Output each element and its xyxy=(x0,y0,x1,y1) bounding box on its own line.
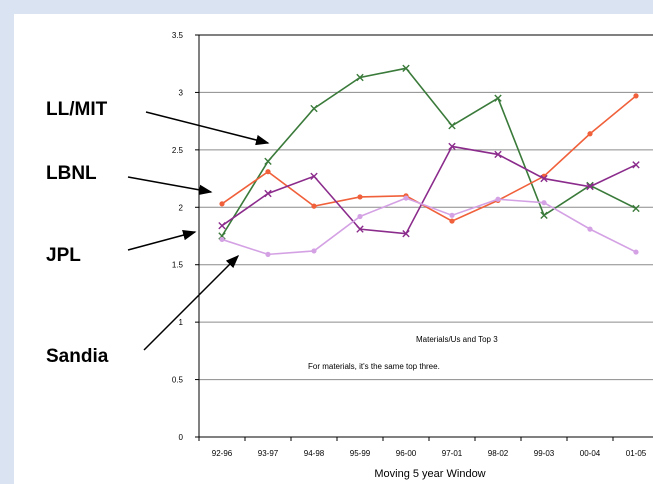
data-point xyxy=(402,230,410,238)
callout-arrow-sandia xyxy=(143,254,240,351)
callout-arrow-jpl xyxy=(127,230,197,251)
data-point xyxy=(356,225,364,233)
data-point xyxy=(587,226,593,232)
data-point xyxy=(311,203,317,209)
data-point xyxy=(219,201,225,207)
data-point xyxy=(218,221,226,230)
data-point xyxy=(219,236,225,243)
plot-area-frame xyxy=(198,34,653,438)
callout-sandia: Sandia xyxy=(46,346,109,367)
data-point xyxy=(586,182,594,191)
y-tick-label: 0.5 xyxy=(172,376,184,385)
annotation-title: Materials/Us and Top 3 xyxy=(416,335,498,344)
data-point xyxy=(633,249,639,255)
y-axis-ticks: 0 0.5 1 1.5 2 2.5 3 3.5 xyxy=(172,31,199,442)
data-point xyxy=(632,204,640,213)
data-point xyxy=(449,212,455,218)
x-axis-title: Moving 5 year Window xyxy=(374,468,485,480)
x-tick-label: 95-99 xyxy=(350,449,371,458)
data-point xyxy=(310,104,318,113)
data-point xyxy=(541,200,547,206)
callout-ll-mit: LL/MIT xyxy=(46,99,108,120)
y-tick-label: 2 xyxy=(179,203,184,212)
data-point xyxy=(633,93,639,99)
series-lbnl xyxy=(219,93,639,224)
x-tick-label: 93-97 xyxy=(258,449,279,458)
line-chart: 0 0.5 1 1.5 2 2.5 3 3.5 92-96 93-97 94-98 95-99 96-… xyxy=(46,31,653,480)
data-point xyxy=(494,150,502,159)
x-tick-label: 99-03 xyxy=(534,449,555,458)
x-tick-label: 96-00 xyxy=(396,449,417,458)
y-tick-label: 1 xyxy=(179,318,184,327)
x-tick-label: 97-01 xyxy=(442,449,463,458)
x-tick-label: 98-02 xyxy=(488,449,509,458)
y-tick-label: 1.5 xyxy=(172,261,184,270)
callout-arrow-lbnl xyxy=(127,176,213,196)
y-tick-label: 3.5 xyxy=(172,31,184,40)
data-point xyxy=(403,195,409,201)
data-point xyxy=(540,174,548,183)
x-tick-label: 01-05 xyxy=(626,449,647,458)
data-point xyxy=(265,169,271,175)
data-point xyxy=(494,94,502,102)
data-point xyxy=(264,189,272,198)
data-point xyxy=(448,142,456,151)
data-point xyxy=(540,211,548,220)
series-sandia xyxy=(219,195,639,257)
data-point xyxy=(495,196,501,202)
data-point xyxy=(357,194,363,200)
series-line-lbnl xyxy=(221,95,637,222)
data-point xyxy=(357,213,363,220)
series-lines xyxy=(218,64,640,257)
data-point xyxy=(586,181,594,190)
data-point xyxy=(402,64,410,73)
gridlines xyxy=(199,91,653,381)
y-tick-label: 2.5 xyxy=(172,146,184,155)
x-tick-label: 92-96 xyxy=(212,449,233,458)
x-axis-ticks: 92-96 93-97 94-98 95-99 96-00 97-01 98-02 99-03… xyxy=(198,437,647,458)
data-point xyxy=(310,172,318,180)
data-point xyxy=(448,122,456,130)
data-point xyxy=(311,248,317,254)
y-tick-label: 0 xyxy=(179,433,184,442)
series-jpl xyxy=(218,142,640,238)
callout-lbnl: LBNL xyxy=(46,163,97,184)
annotation-note: For materials, it's the same top three. xyxy=(308,362,440,371)
series-line-jpl xyxy=(221,145,637,235)
x-tick-label: 94-98 xyxy=(304,449,325,458)
data-point xyxy=(264,157,272,166)
slide-canvas: 0 0.5 1 1.5 2 2.5 3 3.5 92-96 93-97 94-98 95-99 96-… xyxy=(14,14,653,484)
series-ll-mit xyxy=(218,64,640,240)
series-line-sandia xyxy=(221,197,637,256)
callout-arrow-ll-mit xyxy=(145,111,270,146)
data-point xyxy=(632,161,640,169)
data-point xyxy=(449,218,455,224)
series-line-ll-mit xyxy=(221,67,637,237)
y-tick-label: 3 xyxy=(179,88,184,97)
callout-jpl: JPL xyxy=(46,245,81,266)
data-point xyxy=(356,73,364,82)
data-point xyxy=(265,251,271,257)
x-tick-label: 00-04 xyxy=(580,449,601,458)
data-point xyxy=(587,131,593,137)
